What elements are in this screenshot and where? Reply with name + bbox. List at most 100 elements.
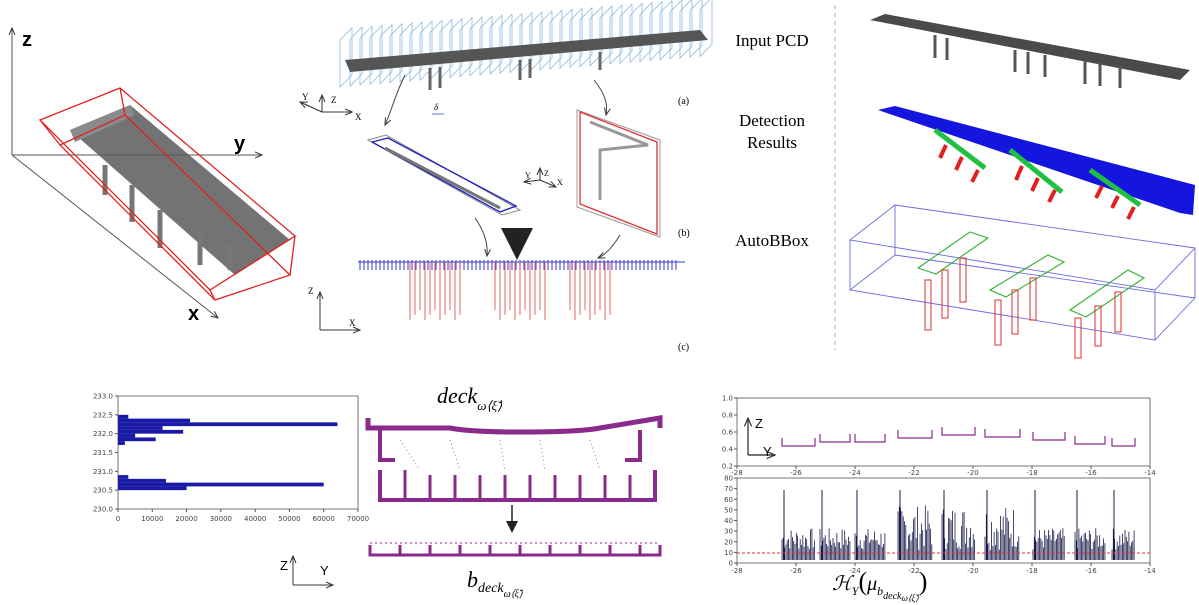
x-tick-label: -26 bbox=[790, 469, 802, 477]
math-base: deck bbox=[437, 383, 479, 408]
deck-profile bbox=[358, 260, 685, 320]
slice-blue bbox=[368, 135, 520, 215]
axis-label: X bbox=[557, 178, 563, 187]
axis-label: X bbox=[355, 112, 362, 122]
x-tick-label: -26 bbox=[790, 567, 802, 575]
plot-frame bbox=[737, 398, 1150, 466]
bar bbox=[118, 434, 135, 438]
detection bbox=[878, 106, 1195, 219]
profile-segment bbox=[820, 434, 850, 442]
axis-label: y bbox=[234, 133, 246, 155]
y-tick-label: 230.0 bbox=[93, 506, 113, 514]
math-sub: ω⟨ξ̆⟩ bbox=[902, 593, 920, 603]
math-base: μ bbox=[866, 573, 877, 595]
y-tick-label: 232.5 bbox=[93, 411, 113, 419]
y-tick-label: 70 bbox=[724, 485, 733, 493]
slice-red bbox=[577, 110, 660, 237]
bar bbox=[118, 426, 163, 430]
math-sub: deck bbox=[478, 581, 504, 596]
x-tick-label: -24 bbox=[849, 469, 861, 477]
panel-label: (a) bbox=[678, 96, 689, 107]
math-base: b bbox=[467, 567, 478, 592]
x-tick-label: 20000 bbox=[175, 515, 197, 523]
profile-segment bbox=[898, 430, 932, 438]
autobbox bbox=[850, 205, 1195, 358]
axis-label: Y bbox=[525, 171, 531, 180]
row-label: Input PCD bbox=[735, 31, 808, 50]
figure: z y x Y Z X δ (a) Y Z X (b) bbox=[0, 0, 1199, 605]
arrow bbox=[385, 75, 405, 125]
deck-section bbox=[368, 418, 660, 500]
axis-label: Y bbox=[302, 92, 309, 102]
panel-label: (c) bbox=[678, 342, 689, 353]
x-tick-label: -18 bbox=[1026, 469, 1037, 477]
bar bbox=[118, 486, 187, 490]
math-label: deckω⟨ξ̆⟩ bbox=[437, 383, 503, 413]
y-tick-label: 0.6 bbox=[722, 429, 734, 437]
axis-label: Y bbox=[320, 563, 329, 578]
profile-segment bbox=[782, 438, 815, 446]
bar bbox=[118, 430, 183, 434]
x-tick-label: 30000 bbox=[210, 515, 232, 523]
x-tick-label: 70000 bbox=[347, 515, 369, 523]
x-tick-label: -20 bbox=[967, 469, 978, 477]
profile-segment bbox=[855, 434, 885, 442]
plot-frame bbox=[118, 396, 358, 509]
profile-segment bbox=[942, 427, 975, 435]
axis-label: Z bbox=[280, 558, 288, 573]
profile-segment bbox=[1112, 438, 1135, 446]
panel-label: (b) bbox=[678, 228, 690, 239]
y-tick-label: 50 bbox=[724, 506, 733, 514]
x-tick-label: -18 bbox=[1026, 567, 1037, 575]
profile-plots: 0.20.40.60.81.001020304050607080-28-28-2… bbox=[722, 395, 1156, 576]
row-label: Results bbox=[747, 133, 797, 152]
y-tick-label: 10 bbox=[724, 549, 733, 557]
y-tick-label: 0.4 bbox=[722, 446, 734, 454]
x-tick-label: -28 bbox=[731, 567, 742, 575]
x-tick-label: -20 bbox=[967, 567, 978, 575]
profile-segment bbox=[1033, 432, 1065, 440]
axis-label: x bbox=[188, 303, 199, 325]
y-tick-label: 60 bbox=[724, 496, 733, 504]
axis-label: X bbox=[349, 318, 356, 328]
arrow bbox=[598, 235, 620, 258]
profile-segment bbox=[985, 429, 1020, 437]
bar bbox=[118, 441, 125, 445]
axis-label: Z bbox=[755, 416, 763, 431]
row-label: Detection bbox=[739, 111, 806, 130]
y-tick-label: 231.0 bbox=[93, 468, 113, 476]
input-pcd bbox=[870, 14, 1190, 88]
deck-bottom-section bbox=[370, 543, 660, 555]
arrow bbox=[475, 218, 487, 256]
y-tick-label: 232.0 bbox=[93, 430, 113, 438]
y-tick-label: 40 bbox=[724, 517, 733, 525]
axis-label: z bbox=[22, 29, 32, 51]
math-sub: ω⟨ξ̆⟩ bbox=[477, 398, 503, 413]
bar bbox=[118, 422, 337, 426]
bar bbox=[118, 419, 190, 423]
bar bbox=[118, 415, 128, 419]
math-label: bdeckω⟨ξ̆⟩ bbox=[467, 567, 523, 600]
x-tick-label: 60000 bbox=[313, 515, 335, 523]
x-tick-label: -16 bbox=[1085, 567, 1097, 575]
y-tick-label: 0.8 bbox=[722, 412, 733, 420]
bar bbox=[118, 483, 324, 487]
axis-label: Y bbox=[763, 444, 772, 459]
x-tick-label: -22 bbox=[908, 469, 919, 477]
axis-label: Z bbox=[331, 95, 337, 105]
delta: δ bbox=[434, 102, 439, 112]
bar bbox=[118, 437, 156, 441]
bridge bbox=[345, 30, 708, 72]
x-tick-label: -14 bbox=[1144, 469, 1156, 477]
x-tick-label: -28 bbox=[731, 469, 742, 477]
y-tick-label: 20 bbox=[724, 538, 733, 546]
x-tick-label: 50000 bbox=[278, 515, 300, 523]
profile-segment bbox=[1075, 436, 1105, 444]
y-tick-label: 231.5 bbox=[93, 449, 113, 457]
x-tick-label: -16 bbox=[1085, 469, 1097, 477]
row-label: AutoBBox bbox=[735, 231, 809, 250]
x-tick-label: 0 bbox=[116, 515, 120, 523]
math-sub: deck bbox=[883, 591, 902, 602]
bar bbox=[118, 475, 128, 479]
